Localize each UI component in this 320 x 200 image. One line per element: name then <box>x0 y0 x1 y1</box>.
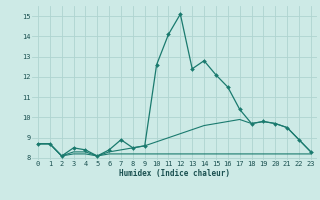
X-axis label: Humidex (Indice chaleur): Humidex (Indice chaleur) <box>119 169 230 178</box>
